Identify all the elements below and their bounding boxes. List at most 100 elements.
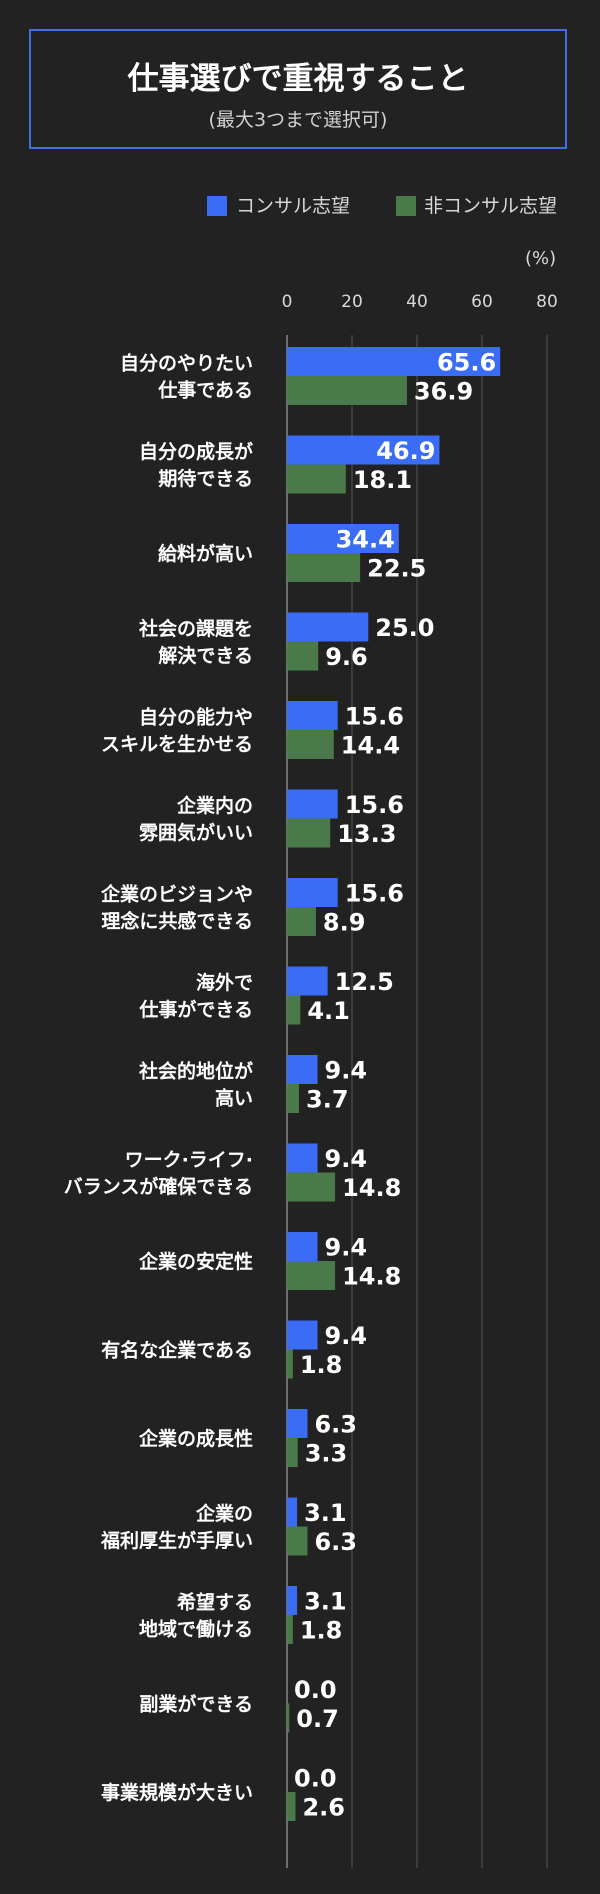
value-label-nonconsul: 36.9: [414, 378, 473, 406]
category-label: 副業ができる: [139, 1693, 253, 1716]
value-label-nonconsul: 13.3: [337, 820, 396, 848]
category-label-line: 仕事ができる: [138, 998, 253, 1021]
bar-consul: [287, 878, 338, 907]
category-label-line: 給料が高い: [158, 542, 253, 565]
value-label-nonconsul: 3.3: [305, 1440, 348, 1468]
category-label-line: 企業の成長性: [138, 1427, 253, 1450]
value-label-nonconsul: 9.6: [325, 643, 368, 671]
category-label-line: 有名な企業である: [101, 1339, 253, 1362]
value-label-consul: 0.0: [294, 1676, 337, 1704]
bar-consul: [287, 1143, 318, 1173]
category-label-line: 社会的地位が: [138, 1060, 253, 1083]
bar-nonconsul: [287, 730, 334, 759]
value-label-consul: 9.4: [325, 1145, 368, 1173]
category-label-line: 自分の成長が: [139, 440, 253, 463]
category-label-line: 副業ができる: [139, 1693, 253, 1716]
value-label-consul: 12.5: [335, 968, 394, 996]
bar-consul: [287, 1055, 318, 1084]
bar-consul: [287, 1409, 308, 1438]
category-label-line: バランスが確保できる: [64, 1175, 253, 1198]
chart-subtitle: (最大3つまで選択可): [208, 109, 388, 131]
bar-nonconsul: [287, 1438, 298, 1467]
value-label-consul: 9.4: [325, 1234, 368, 1262]
category-label-line: 仕事である: [157, 379, 253, 402]
bar-nonconsul: [287, 818, 331, 848]
category-label-line: 事業規模が大きい: [101, 1781, 253, 1804]
bar-nonconsul: [287, 641, 319, 671]
bar-nonconsul: [287, 995, 301, 1025]
value-label-consul: 34.4: [336, 526, 395, 554]
legend-swatch-nonconsul: [396, 196, 416, 216]
title-box: 仕事選びで重視すること (最大3つまで選択可): [29, 29, 567, 149]
value-label-nonconsul: 0.7: [296, 1705, 339, 1733]
value-label-nonconsul: 22.5: [367, 555, 426, 583]
value-label-nonconsul: 4.1: [307, 997, 350, 1025]
value-label-consul: 3.1: [304, 1499, 347, 1527]
category-label-line: 社会の課題を: [138, 617, 253, 640]
x-tick-label: 80: [536, 292, 558, 312]
value-label-consul: 25.0: [375, 614, 434, 642]
category-label: 企業の福利厚生が手厚い: [100, 1502, 253, 1552]
value-label-nonconsul: 8.9: [323, 909, 366, 937]
category-label-line: 理念に共感できる: [101, 910, 253, 933]
category-label: 社会的地位が高い: [138, 1060, 253, 1110]
bar-nonconsul: [287, 1172, 336, 1202]
value-label-consul: 6.3: [314, 1411, 357, 1439]
category-label-line: 高い: [215, 1087, 253, 1110]
value-label-nonconsul: 18.1: [353, 466, 412, 494]
category-label-line: ワーク·ライフ·: [125, 1149, 253, 1171]
value-label-consul: 15.6: [345, 791, 404, 819]
x-tick-label: 20: [341, 292, 363, 312]
bar-consul: [287, 612, 369, 642]
value-label-consul: 9.4: [325, 1057, 368, 1085]
category-label-line: 海外で: [196, 971, 253, 994]
category-label: ワーク·ライフ· バランスが確保できる: [64, 1149, 253, 1198]
bar-consul: [287, 1586, 298, 1615]
bar-nonconsul: [287, 1349, 293, 1379]
category-label-line: 自分のやりたい: [120, 352, 253, 375]
bar-consul: [287, 966, 328, 996]
legend-label-nonconsul: 非コンサル志望: [424, 195, 558, 217]
bar-consul: [287, 789, 338, 819]
category-label-line: スキルを生かせる: [101, 733, 253, 756]
category-label: 企業内の雰囲気がいい: [139, 794, 253, 844]
category-label: 自分の成長が期待できる: [139, 440, 253, 490]
category-label-line: 雰囲気がいい: [139, 821, 253, 844]
category-label: 給料が高い: [158, 542, 253, 565]
category-label: 企業の成長性: [138, 1427, 253, 1450]
value-label-consul: 15.6: [345, 880, 404, 908]
category-label-line: 企業のビジョンや: [100, 883, 253, 906]
bar-nonconsul: [287, 1084, 300, 1113]
bar-consul: [287, 701, 338, 730]
value-label-consul: 46.9: [376, 437, 435, 465]
bar-nonconsul: [287, 1703, 290, 1733]
category-label-line: 解決できる: [158, 644, 253, 667]
value-label-nonconsul: 1.8: [300, 1617, 343, 1645]
bar-consul: [287, 435, 440, 465]
bar-nonconsul: [287, 553, 361, 582]
category-label: 事業規模が大きい: [101, 1781, 253, 1804]
value-label-consul: 0.0: [294, 1765, 337, 1793]
value-label-consul: 15.6: [345, 703, 404, 731]
value-label-consul: 9.4: [325, 1322, 368, 1350]
legend-label-consul: コンサル志望: [236, 195, 351, 217]
x-tick-label: 60: [471, 292, 493, 312]
bar-nonconsul: [287, 907, 316, 936]
category-label-line: 自分の能力や: [139, 706, 253, 729]
category-label-line: 福利厚生が手厚い: [100, 1529, 253, 1552]
value-label-nonconsul: 14.4: [341, 732, 400, 760]
unit-label: (%): [525, 248, 557, 269]
category-label: 社会の課題を解決できる: [138, 617, 253, 667]
category-label: 海外で仕事ができる: [138, 971, 253, 1021]
bar-consul: [287, 524, 399, 553]
bar-consul: [287, 1320, 318, 1350]
value-label-consul: 65.6: [437, 349, 496, 377]
value-label-nonconsul: 3.7: [306, 1086, 349, 1114]
category-label: 自分の能力やスキルを生かせる: [101, 706, 253, 756]
category-label: 自分のやりたい仕事である: [120, 352, 253, 402]
bar-nonconsul: [287, 1526, 308, 1556]
bar-nonconsul: [287, 464, 346, 494]
category-label: 企業の安定性: [138, 1250, 253, 1273]
category-label-line: 企業の安定性: [138, 1250, 253, 1273]
